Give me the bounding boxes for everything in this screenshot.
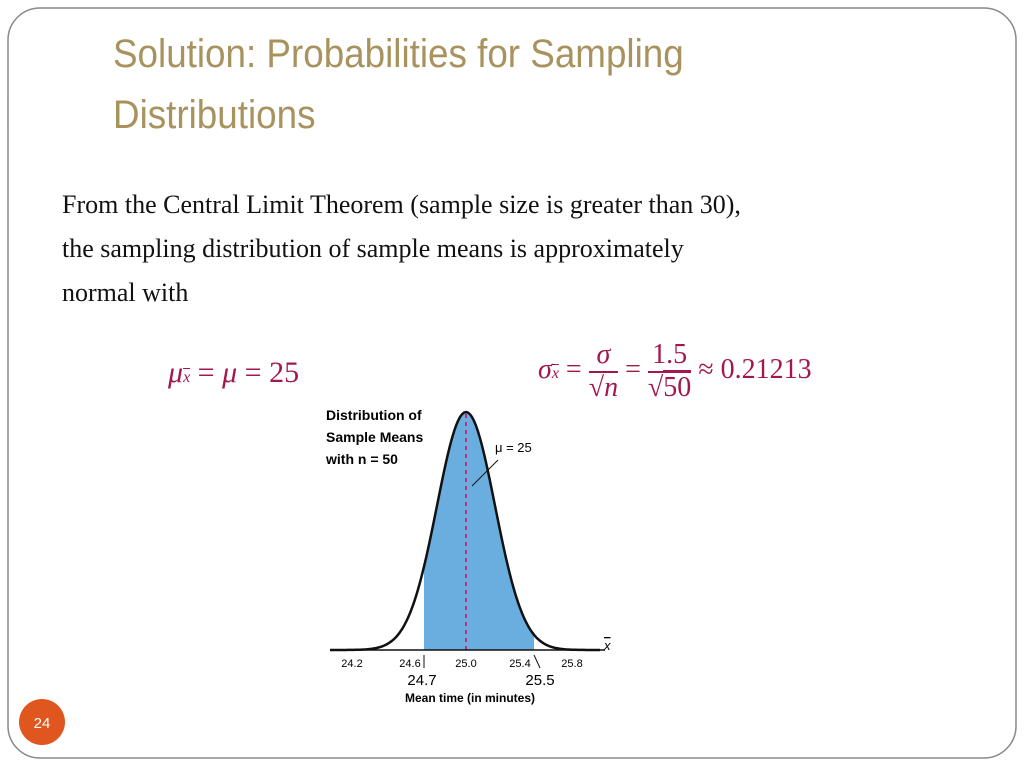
formula-sd: σx = σ √n = 1.5 √50 ≈ 0.21213 <box>538 339 812 404</box>
numerator: 1.5 <box>647 339 692 373</box>
axis-label: Mean time (in minutes) <box>405 691 535 705</box>
formula-mean: μx = μ = 25 <box>168 356 299 390</box>
result: ≈ 0.21213 <box>698 354 812 386</box>
symbol: μ <box>222 356 238 389</box>
radical: √ <box>647 371 664 403</box>
fraction: 1.5 √50 <box>647 339 692 404</box>
mean-label: μ = 25 <box>495 440 532 455</box>
denominator: n <box>604 371 619 403</box>
symbol: μ <box>168 356 184 389</box>
root: √n <box>589 372 618 403</box>
body-text: the sampling distribution of sample mean… <box>62 234 684 263</box>
body-text: normal with <box>62 278 189 307</box>
value: 25 <box>269 356 300 389</box>
page-number: 24 <box>34 715 51 732</box>
operator: = <box>197 356 215 389</box>
operator: = <box>565 354 582 386</box>
tick-label: 24.2 <box>341 658 362 670</box>
caption: with n = 50 <box>325 451 398 467</box>
root: √50 <box>647 369 692 403</box>
radical: √ <box>588 371 605 403</box>
symbol: σ <box>538 354 552 386</box>
fraction: σ √n <box>588 339 619 404</box>
figure: Distribution of Sample Means with n = 50… <box>325 407 611 705</box>
bound-marker <box>533 654 541 669</box>
denominator: 50 <box>663 369 692 403</box>
normal-curve <box>330 410 600 652</box>
slide-frame <box>7 7 1017 759</box>
subscript: x <box>183 369 191 386</box>
tick-label: 24.6 <box>399 658 420 670</box>
operator: = <box>625 354 641 386</box>
tick-label: 25.8 <box>561 658 582 670</box>
shaded-area <box>424 412 534 650</box>
tick-label: 25.0 <box>455 658 476 670</box>
tick-label: 25.4 <box>509 658 530 670</box>
axis-symbol: x <box>603 638 611 653</box>
title: Distributions <box>113 93 316 137</box>
numerator: σ <box>588 339 619 373</box>
body-text: From the Central Limit Theorem (sample s… <box>62 190 741 219</box>
caption: Sample Means <box>326 429 423 445</box>
title: Solution: Probabilities for Sampling <box>113 32 684 76</box>
bound-label: 25.5 <box>525 672 554 689</box>
subscript: x <box>551 365 559 383</box>
bound-label: 24.7 <box>407 672 436 689</box>
caption: Distribution of <box>326 407 422 423</box>
operator: = <box>244 356 262 389</box>
page-badge <box>19 699 65 745</box>
leader-line <box>471 459 499 487</box>
